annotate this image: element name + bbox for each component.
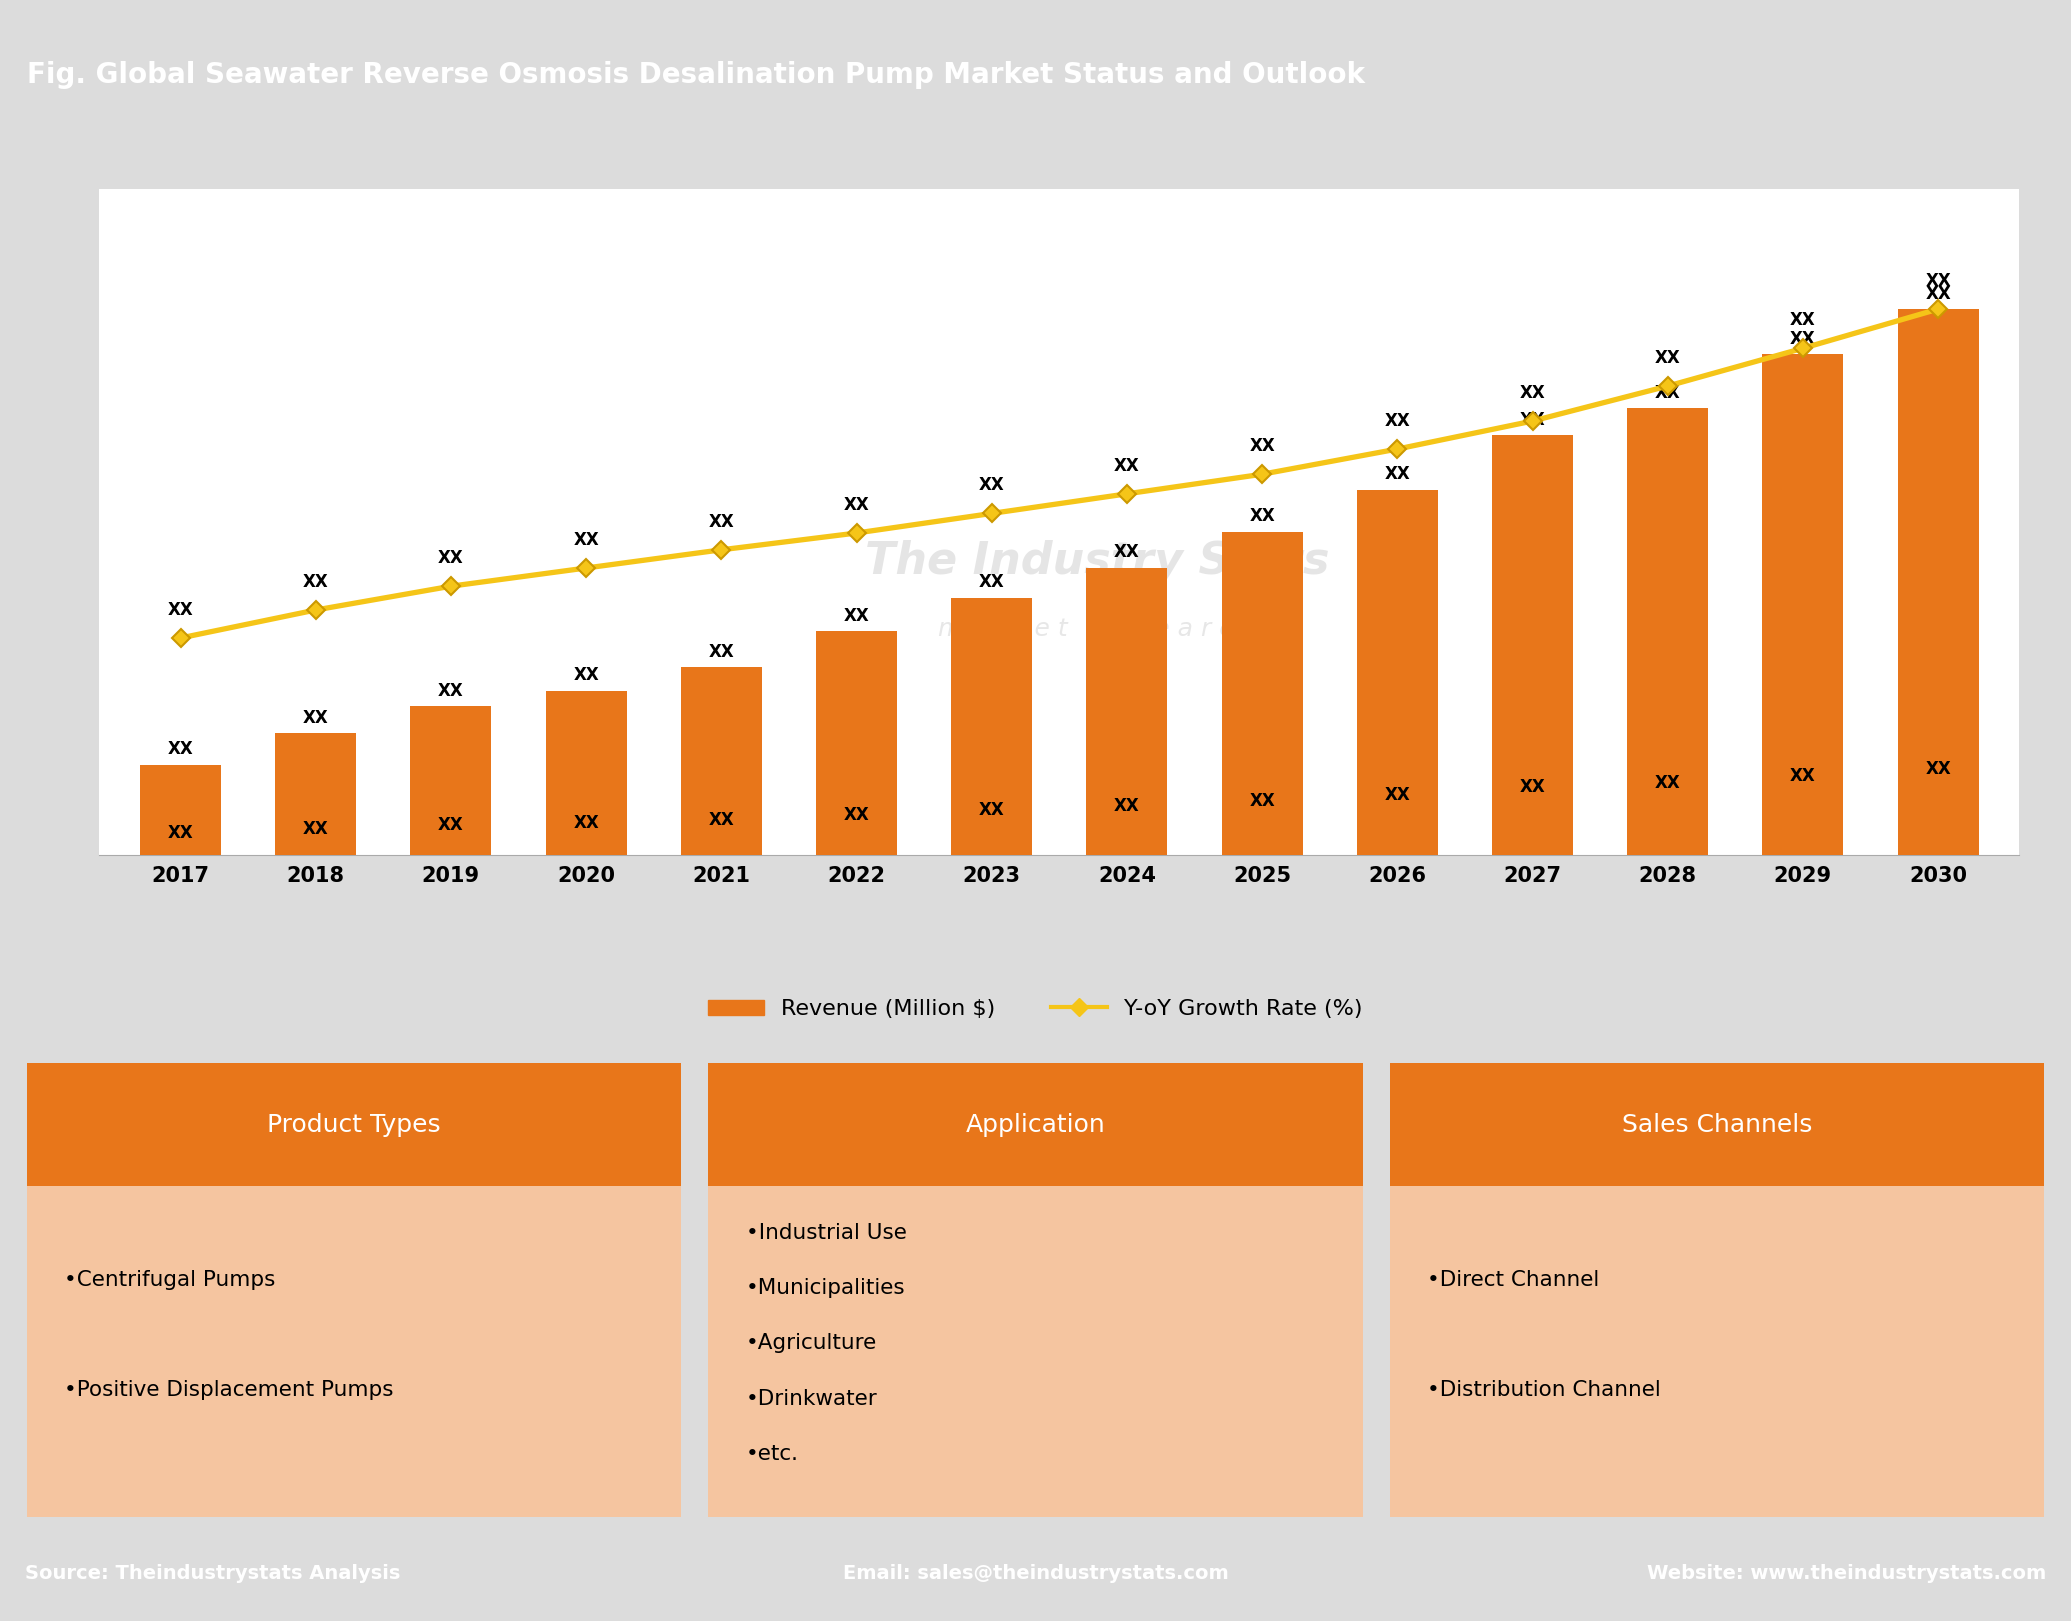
Text: XX: XX	[168, 825, 193, 843]
Text: XX: XX	[1520, 410, 1545, 430]
Text: Website: www.theindustrystats.com: Website: www.theindustrystats.com	[1646, 1564, 2046, 1584]
Text: XX: XX	[1926, 272, 1951, 290]
Text: •Drinkwater: •Drinkwater	[746, 1389, 878, 1409]
Text: XX: XX	[574, 666, 599, 684]
Text: The Industry Stats: The Industry Stats	[866, 540, 1330, 584]
Text: XX: XX	[708, 810, 735, 828]
Bar	[1491, 436, 1574, 854]
Text: •etc.: •etc.	[746, 1444, 799, 1464]
Text: XX: XX	[439, 681, 464, 700]
Bar	[708, 1063, 1363, 1187]
Text: XX: XX	[302, 820, 329, 838]
Text: XX: XX	[1789, 311, 1816, 329]
Text: •Centrifugal Pumps: •Centrifugal Pumps	[64, 1269, 275, 1290]
Text: XX: XX	[843, 806, 870, 823]
Bar	[27, 1063, 681, 1187]
Text: XX: XX	[1926, 285, 1951, 303]
Text: Fig. Global Seawater Reverse Osmosis Desalination Pump Market Status and Outlook: Fig. Global Seawater Reverse Osmosis Des…	[27, 62, 1365, 89]
Text: m a r k e t   r e s e a r c h: m a r k e t r e s e a r c h	[938, 616, 1257, 640]
Text: XX: XX	[1655, 775, 1680, 793]
Bar	[1390, 1187, 2044, 1517]
Text: Product Types: Product Types	[267, 1112, 441, 1136]
Text: XX: XX	[574, 814, 599, 832]
Text: XX: XX	[1789, 329, 1816, 347]
Text: XX: XX	[574, 532, 599, 550]
Bar	[27, 1187, 681, 1517]
Bar	[1390, 1063, 2044, 1187]
Text: XX: XX	[1249, 438, 1276, 456]
Text: Source: Theindustrystats Analysis: Source: Theindustrystats Analysis	[25, 1564, 400, 1584]
Text: XX: XX	[1655, 384, 1680, 402]
Bar	[141, 765, 222, 854]
Text: XX: XX	[1114, 457, 1139, 475]
Text: XX: XX	[439, 815, 464, 835]
Text: XX: XX	[1114, 798, 1139, 815]
Text: XX: XX	[168, 741, 193, 759]
Text: XX: XX	[1249, 791, 1276, 810]
Text: XX: XX	[980, 574, 1004, 592]
Text: XX: XX	[1520, 778, 1545, 796]
Text: XX: XX	[168, 601, 193, 619]
Text: Application: Application	[965, 1112, 1106, 1136]
Bar	[1762, 355, 1843, 854]
Text: XX: XX	[1655, 349, 1680, 366]
Text: XX: XX	[1249, 507, 1276, 525]
Text: XX: XX	[1520, 384, 1545, 402]
Text: XX: XX	[1926, 760, 1951, 778]
Bar	[410, 707, 491, 854]
Text: XX: XX	[708, 512, 735, 530]
Text: XX: XX	[302, 572, 329, 592]
Text: XX: XX	[708, 642, 735, 661]
Text: XX: XX	[1383, 412, 1410, 430]
Text: •Positive Displacement Pumps: •Positive Displacement Pumps	[64, 1379, 393, 1401]
Text: •Industrial Use: •Industrial Use	[746, 1222, 907, 1243]
Text: •Direct Channel: •Direct Channel	[1427, 1269, 1599, 1290]
Bar	[816, 631, 897, 854]
Text: •Municipalities: •Municipalities	[746, 1277, 905, 1298]
Bar	[545, 691, 628, 854]
Text: XX: XX	[843, 496, 870, 514]
Bar	[275, 733, 356, 854]
Text: Email: sales@theindustrystats.com: Email: sales@theindustrystats.com	[843, 1564, 1228, 1584]
Bar	[1222, 532, 1303, 854]
Text: XX: XX	[980, 477, 1004, 494]
Text: XX: XX	[302, 708, 329, 726]
Text: •Agriculture: •Agriculture	[746, 1334, 876, 1354]
Bar	[1897, 310, 1978, 854]
Bar	[1087, 567, 1168, 854]
Bar	[1628, 408, 1709, 854]
Text: •Distribution Channel: •Distribution Channel	[1427, 1379, 1661, 1401]
Text: XX: XX	[843, 606, 870, 624]
Legend: Revenue (Million $), Y-oY Growth Rate (%): Revenue (Million $), Y-oY Growth Rate (%…	[700, 990, 1371, 1028]
Bar	[681, 668, 762, 854]
Text: XX: XX	[439, 550, 464, 567]
Text: XX: XX	[1114, 543, 1139, 561]
Text: XX: XX	[1383, 786, 1410, 804]
Text: XX: XX	[1383, 465, 1410, 483]
Text: XX: XX	[980, 801, 1004, 819]
Bar	[1357, 490, 1437, 854]
Text: Sales Channels: Sales Channels	[1622, 1112, 1812, 1136]
Text: XX: XX	[1789, 767, 1816, 785]
Bar	[951, 598, 1031, 854]
Bar	[708, 1187, 1363, 1517]
